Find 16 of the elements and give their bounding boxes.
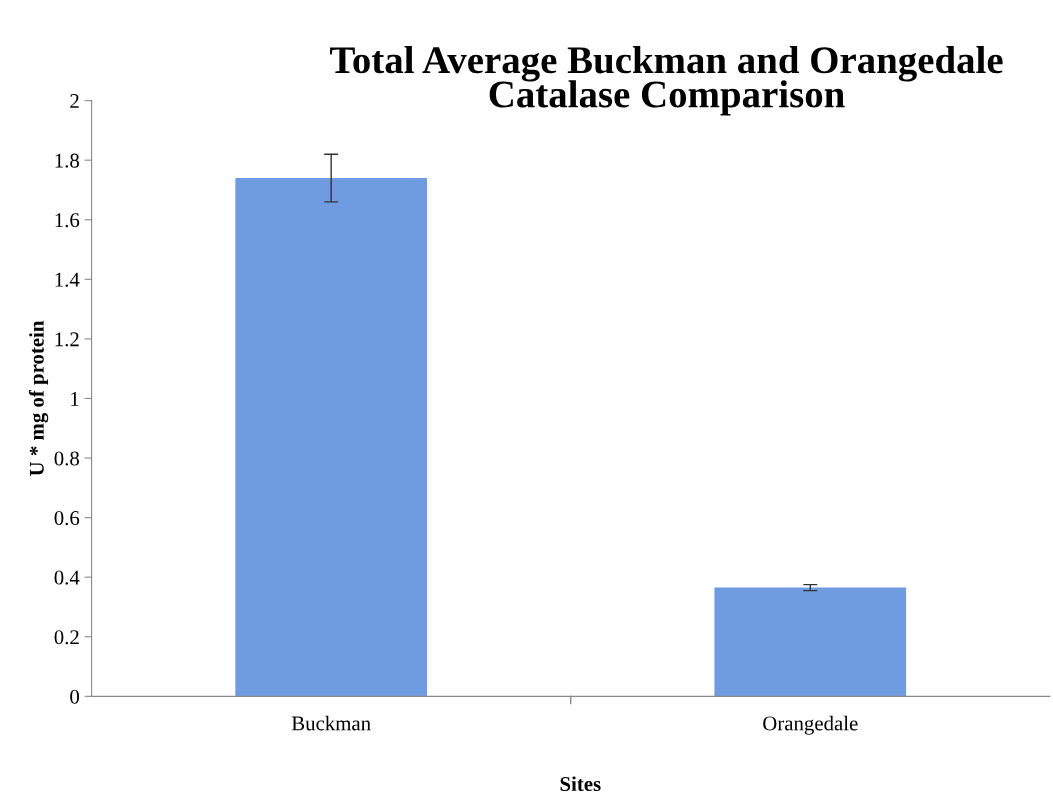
y-tick-label: 0.2 (54, 630, 79, 645)
y-tick-label: 2 (70, 94, 79, 108)
y-tick-label: 1 (71, 391, 79, 406)
y-tick-label: 0.6 (54, 510, 80, 526)
x-tick-label: Buckman (291, 715, 371, 731)
y-tick-label: 1.6 (55, 213, 80, 228)
y-tick-label: 1.2 (55, 332, 79, 347)
y-tick-label: 1.8 (55, 153, 80, 168)
x-axis-title: Sites (560, 776, 601, 792)
y-tick-label: 0.8 (54, 451, 80, 466)
y-tick-label: 0.4 (54, 570, 80, 585)
y-tick-label: 0 (70, 689, 80, 704)
y-tick-label: 1.4 (55, 272, 80, 287)
x-tick-label: Orangedale (763, 715, 858, 735)
y-axis-title: U * mg of protein (28, 320, 49, 476)
chart-title: Total Average Buckman and Orangedale Catalase Comparison (330, 45, 1003, 116)
